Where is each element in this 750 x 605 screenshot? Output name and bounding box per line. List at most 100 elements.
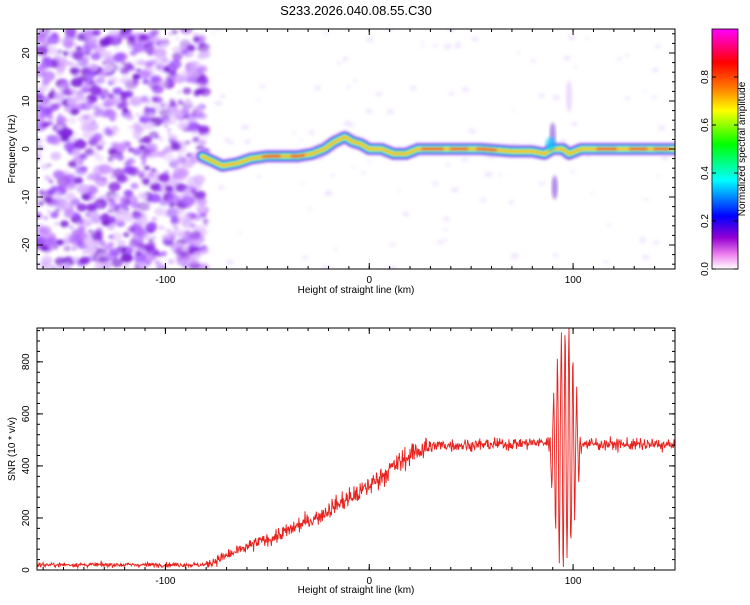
noise-blob xyxy=(41,71,56,82)
noise-blob xyxy=(165,119,172,126)
noise-blob xyxy=(590,192,595,195)
noise-blob xyxy=(447,29,456,33)
noise-blob xyxy=(133,263,146,269)
noise-blob xyxy=(308,207,313,211)
noise-blob xyxy=(192,36,201,42)
noise-blob xyxy=(443,227,448,231)
noise-blob xyxy=(126,142,131,146)
spectral-feature xyxy=(551,175,558,200)
noise-blob xyxy=(104,128,114,136)
noise-blob xyxy=(95,77,105,84)
noise-blob xyxy=(183,111,188,115)
noise-blob xyxy=(123,189,134,198)
noise-blob xyxy=(86,102,91,106)
noise-blob xyxy=(171,158,181,166)
noise-blob xyxy=(72,50,84,61)
noise-blob xyxy=(147,238,154,243)
noise-blob xyxy=(508,200,515,205)
noise-blob xyxy=(154,57,166,67)
noise-blob xyxy=(117,240,126,247)
noise-blob xyxy=(84,148,95,156)
x-tick-label: 0 xyxy=(366,275,372,286)
noise-blob xyxy=(154,207,166,216)
noise-blob xyxy=(37,34,46,45)
noise-blob xyxy=(171,172,181,180)
noise-blob xyxy=(195,191,206,200)
noise-blob xyxy=(136,216,149,226)
noise-blob xyxy=(166,103,179,113)
noise-blob xyxy=(142,114,148,119)
noise-blob xyxy=(134,253,147,263)
noise-blob xyxy=(151,150,161,158)
noise-blob xyxy=(51,266,57,269)
noise-blob xyxy=(75,165,88,175)
noise-blob xyxy=(152,250,161,257)
noise-blob xyxy=(52,33,59,38)
colorbar: 0.0 0.2 0.4 0.6 0.8 Normalized spectral ampl… xyxy=(700,28,748,276)
noise-blob xyxy=(148,41,155,46)
noise-blob xyxy=(89,196,95,202)
noise-blob xyxy=(180,48,189,55)
noise-blob xyxy=(40,60,51,69)
noise-blob xyxy=(143,44,155,53)
noise-blob xyxy=(86,70,96,79)
noise-blob xyxy=(70,70,76,75)
noise-blob xyxy=(168,98,176,104)
noise-blob xyxy=(182,196,196,207)
noise-blob xyxy=(63,245,71,252)
noise-blob xyxy=(75,103,83,109)
noise-blob xyxy=(138,174,144,179)
noise-blob xyxy=(113,52,126,63)
noise-blob xyxy=(194,136,199,140)
noise-blob xyxy=(56,57,68,67)
noise-blob xyxy=(95,177,108,187)
noise-blob xyxy=(603,260,609,264)
noise-blob xyxy=(52,136,62,144)
noise-blob xyxy=(62,50,70,57)
noise-blob xyxy=(59,127,73,138)
noise-blob xyxy=(624,96,630,101)
noise-blob xyxy=(63,170,70,175)
noise-blob xyxy=(342,122,346,125)
noise-blob xyxy=(86,203,98,212)
noise-blob xyxy=(158,173,171,183)
noise-blob xyxy=(219,93,226,99)
noise-blob xyxy=(71,148,81,156)
noise-blob xyxy=(330,173,335,178)
noise-blob xyxy=(115,193,120,197)
noise-blob xyxy=(117,99,121,103)
noise-blob xyxy=(74,159,85,167)
noise-blob xyxy=(146,200,153,205)
noise-blob xyxy=(163,170,170,175)
noise-blob xyxy=(585,36,590,40)
noise-blob xyxy=(151,235,157,240)
noise-blob xyxy=(333,247,338,251)
noise-blob xyxy=(115,46,120,50)
noise-blob xyxy=(63,210,73,218)
noise-blob xyxy=(573,122,578,126)
noise-blob xyxy=(341,56,349,62)
noise-blob xyxy=(126,114,134,121)
noise-blob xyxy=(155,54,163,60)
noise-blob xyxy=(198,139,207,146)
noise-blob xyxy=(56,70,64,76)
noise-blob xyxy=(107,242,115,247)
noise-blob xyxy=(150,177,159,184)
noise-blob xyxy=(346,85,351,89)
noise-blob xyxy=(169,231,176,236)
noise-blob xyxy=(66,98,76,106)
noise-blob xyxy=(96,227,103,232)
noise-blob xyxy=(44,251,49,255)
noise-blob xyxy=(203,91,210,96)
noise-blob xyxy=(110,42,115,46)
noise-blob xyxy=(225,259,235,266)
noise-blob xyxy=(130,182,139,190)
noise-blob xyxy=(122,232,130,238)
noise-blob xyxy=(432,43,438,48)
y-tick-label: 400 xyxy=(21,457,32,474)
snr-panel: -100 0 100 0 200 400 600 800 Height of straight… xyxy=(7,327,676,596)
x-tick-label: -100 xyxy=(155,576,175,587)
noise-blob xyxy=(145,61,153,68)
noise-blob xyxy=(450,186,459,193)
